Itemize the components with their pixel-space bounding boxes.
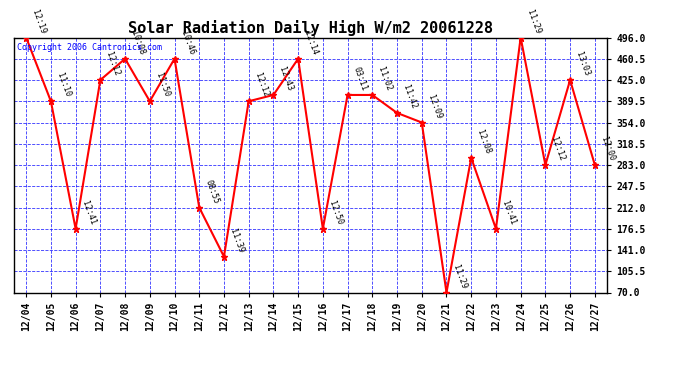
Text: 12:14: 12:14 (302, 29, 319, 56)
Text: 11:39: 11:39 (228, 227, 245, 254)
Text: 11:02: 11:02 (377, 66, 393, 92)
Text: 12:00: 12:00 (599, 136, 616, 162)
Text: 11:50: 11:50 (154, 72, 171, 99)
Text: 12:43: 12:43 (277, 66, 295, 92)
Text: 11:10: 11:10 (55, 72, 72, 99)
Text: 11:29: 11:29 (451, 263, 468, 290)
Text: 11:42: 11:42 (401, 84, 418, 110)
Text: 10:46: 10:46 (179, 29, 196, 56)
Text: Copyright 2006 Cantronics.com: Copyright 2006 Cantronics.com (17, 43, 161, 52)
Text: 03:11: 03:11 (352, 66, 368, 92)
Title: Solar Radiation Daily High W/m2 20061228: Solar Radiation Daily High W/m2 20061228 (128, 20, 493, 36)
Text: 13:03: 13:03 (574, 51, 591, 77)
Text: 12:12: 12:12 (104, 51, 121, 77)
Text: 12:12: 12:12 (253, 72, 270, 99)
Text: 11:29: 11:29 (525, 8, 542, 35)
Text: 12:41: 12:41 (80, 200, 97, 226)
Text: 10:08: 10:08 (129, 29, 146, 56)
Text: 12:08: 12:08 (475, 129, 493, 155)
Text: 12:09: 12:09 (426, 93, 443, 120)
Text: 12:50: 12:50 (327, 200, 344, 226)
Text: 08:55: 08:55 (204, 178, 220, 205)
Text: 12:12: 12:12 (549, 136, 566, 162)
Text: 10:41: 10:41 (500, 200, 517, 226)
Text: 12:19: 12:19 (30, 8, 48, 35)
